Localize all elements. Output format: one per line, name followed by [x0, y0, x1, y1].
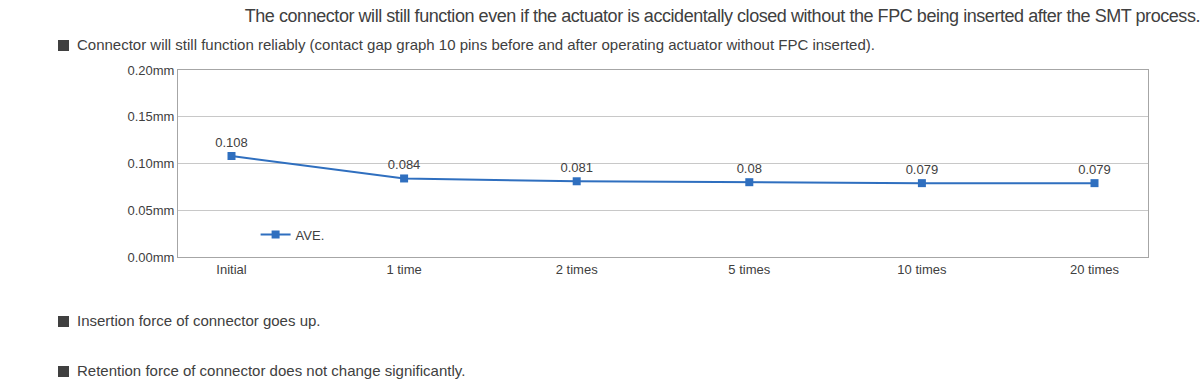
svg-text:AVE.: AVE. — [296, 228, 325, 243]
svg-text:0.079: 0.079 — [906, 162, 939, 177]
svg-text:Initial: Initial — [216, 262, 246, 277]
svg-text:5 times: 5 times — [728, 262, 770, 277]
svg-text:10 times: 10 times — [897, 262, 947, 277]
html-text:Retention force of connector d: Retention force of connector does not ch… — [77, 362, 466, 379]
svg-text:0.08: 0.08 — [737, 161, 762, 176]
svg-text:0.10mm: 0.10mm — [127, 156, 174, 171]
svg-text:20 times: 20 times — [1070, 262, 1120, 277]
svg-text:0.05mm: 0.05mm — [127, 203, 174, 218]
svg-text:0.084: 0.084 — [388, 157, 421, 172]
svg-text:2 times: 2 times — [556, 262, 598, 277]
svg-text:0.108: 0.108 — [215, 135, 248, 150]
html-text:The connector will still funct: The connector will still function even i… — [244, 6, 1200, 26]
svg-text:0.15mm: 0.15mm — [127, 109, 174, 124]
svg-text:1 time: 1 time — [386, 262, 421, 277]
svg-text:0.079: 0.079 — [1078, 162, 1111, 177]
html-text:Insertion force of connector g: Insertion force of connector goes up. — [77, 312, 321, 329]
svg-text:0.00mm: 0.00mm — [127, 250, 174, 265]
svg-text:0.081: 0.081 — [560, 160, 593, 175]
html-text:Connector will still function: Connector will still function reliably (… — [77, 36, 875, 53]
svg-text:0.20mm: 0.20mm — [127, 63, 174, 78]
